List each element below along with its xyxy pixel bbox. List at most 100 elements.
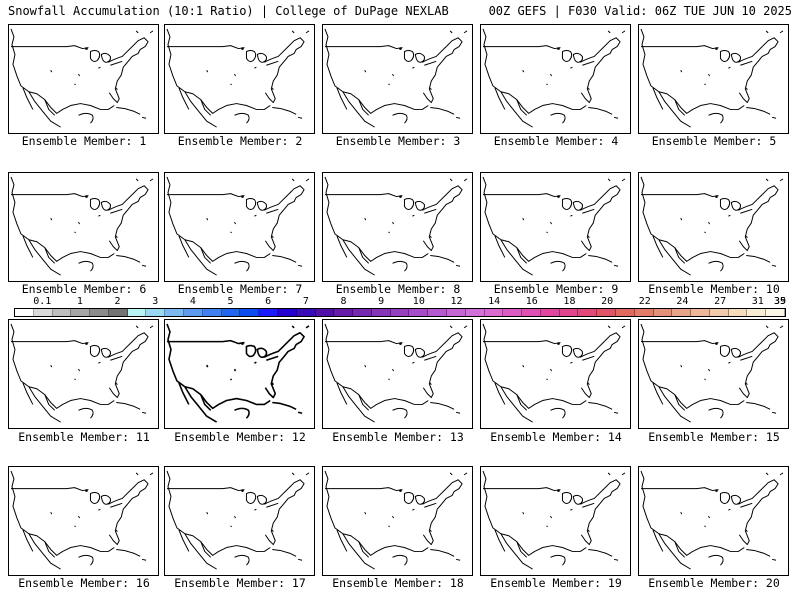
ensemble-member-label: Ensemble Member: 1 [21,134,147,148]
ensemble-map [480,466,631,576]
colorbar-segment [747,309,767,316]
map-title: Snowfall Accumulation (10:1 Ratio) | Col… [8,4,449,18]
colorbar-labels: 0.1 1 2 3 4 5 6 7 8 9 10 12 14 16 18 20 22 24 27 31 35 39 [14,296,786,308]
colorbar-tick-label: 0.1 [33,296,52,307]
colorbar-segment [428,309,447,316]
colorbar-segment [597,309,616,316]
colorbar-segment [33,309,53,316]
colorbar-tick-label: 10 [412,296,425,307]
ensemble-map [322,24,473,134]
colorbar-segment [202,309,222,316]
ensemble-member-label: Ensemble Member: 10 [648,282,780,296]
colorbar-segment [52,309,72,316]
colorbar-tick-label: 39 [773,296,787,307]
colorbar-segment [165,309,185,316]
ensemble-map [8,24,159,134]
ensemble-map [164,172,315,282]
colorbar-tick-label: 5 [227,296,234,307]
colorbar-segment [484,309,504,316]
colorbar-segment [446,309,466,316]
colorbar-segment [465,309,485,316]
colorbar-segment [371,309,391,316]
valid-time: 00Z GEFS | F030 Valid: 06Z TUE JUN 10 20… [488,4,792,18]
colorbar-segment [728,309,748,316]
colorbar-segment [691,309,710,316]
ensemble-map [322,466,473,576]
ensemble-member-label: Ensemble Member: 16 [18,576,150,590]
colorbar-segment [127,309,147,316]
colorbar-tick-label: 6 [265,296,272,307]
ensemble-member-label: Ensemble Member: 3 [335,134,461,148]
ensemble-map [638,24,789,134]
ensemble-member-label: Ensemble Member: 14 [490,430,622,444]
ensemble-map [480,172,631,282]
ensemble-member-label: Ensemble Member: 6 [21,282,147,296]
colorbar-segment [390,309,410,316]
colorbar-segment [503,309,523,316]
colorbar-segment [221,309,241,316]
colorbar-tick-label: 12 [450,296,463,307]
snowfall-colorbar [14,308,786,317]
colorbar-segment [353,309,372,316]
colorbar-tick-label: 2 [114,296,121,307]
colorbar-segment [71,309,91,316]
colorbar-segment [634,309,654,316]
ensemble-map [638,466,789,576]
colorbar-segment [709,309,729,316]
ensemble-member-label: Ensemble Member: 12 [174,430,306,444]
ensemble-map [8,319,159,429]
colorbar-segment [578,309,598,316]
ensemble-map [322,172,473,282]
ensemble-member-label: Ensemble Member: 2 [177,134,303,148]
colorbar-tick-label: 1 [76,296,83,307]
colorbar-segment [259,309,278,316]
ensemble-member-label: Ensemble Member: 17 [174,576,306,590]
colorbar-segment [540,309,560,316]
ensemble-map [8,172,159,282]
ensemble-member-label: Ensemble Member: 20 [648,576,780,590]
colorbar-segment [766,309,786,316]
ensemble-map [164,319,315,429]
ensemble-member-label: Ensemble Member: 7 [177,282,303,296]
ensemble-member-label: Ensemble Member: 19 [490,576,622,590]
colorbar-tick-label: 27 [714,296,727,307]
colorbar-segment [653,309,673,316]
ensemble-member-label: Ensemble Member: 4 [493,134,619,148]
colorbar-segment [90,309,109,316]
ensemble-map [164,24,315,134]
colorbar-tick-label: 9 [378,296,385,307]
colorbar-tick-label: 22 [638,296,651,307]
colorbar-tick-label: 8 [340,296,347,307]
ensemble-map [8,466,159,576]
colorbar-segment [108,309,128,316]
ensemble-member-label: Ensemble Member: 18 [332,576,464,590]
colorbar-tick-label: 20 [601,296,614,307]
colorbar-tick-label: 7 [302,296,309,307]
colorbar-segment [277,309,297,316]
ensemble-member-label: Ensemble Member: 9 [493,282,619,296]
ensemble-member-label: Ensemble Member: 13 [332,430,464,444]
colorbar-segment [522,309,541,316]
colorbar-segment [616,309,635,316]
colorbar-segment [559,309,579,316]
ensemble-member-label: Ensemble Member: 5 [651,134,777,148]
colorbar-tick-label: 4 [189,296,196,307]
colorbar-segment [315,309,335,316]
ensemble-map [480,24,631,134]
colorbar-segment [184,309,203,316]
colorbar-segment [409,309,429,316]
colorbar-segment [334,309,354,316]
colorbar-segment [15,309,34,316]
colorbar-tick-label: 24 [676,296,689,307]
colorbar-tick-label: 16 [525,296,538,307]
colorbar-tick-label: 3 [152,296,159,307]
ensemble-map [164,466,315,576]
ensemble-map [480,319,631,429]
ensemble-map [322,319,473,429]
ensemble-map [638,172,789,282]
colorbar-tick-label: 14 [488,296,501,307]
colorbar-tick-label: 35 [773,296,787,307]
colorbar-segment [240,309,260,316]
ensemble-member-label: Ensemble Member: 15 [648,430,780,444]
colorbar-segment [146,309,166,316]
